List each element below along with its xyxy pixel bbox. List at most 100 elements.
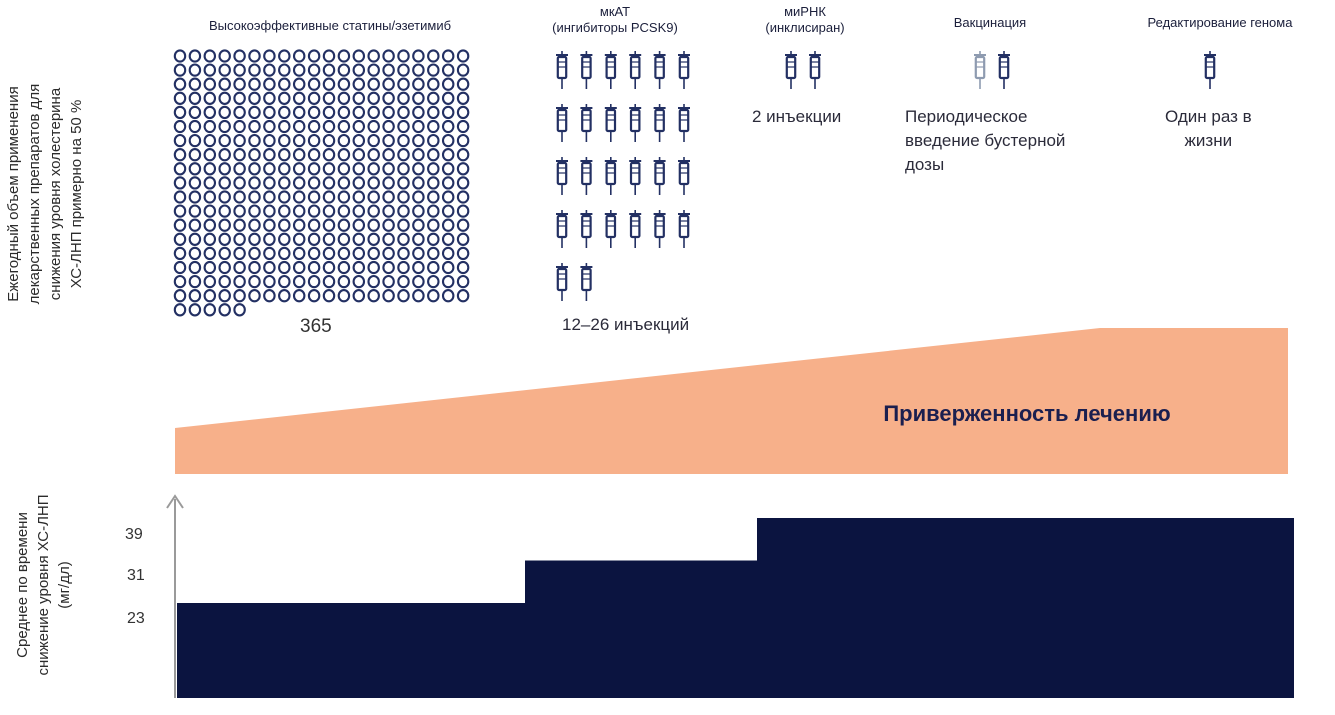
pill-icon bbox=[382, 162, 395, 176]
pill-icon bbox=[427, 49, 440, 63]
pill-icon bbox=[382, 232, 395, 246]
syringe-icon bbox=[628, 208, 643, 250]
pill-icon bbox=[367, 148, 380, 162]
column-title-vaccination: Вакцинация bbox=[953, 15, 1027, 30]
syringe-icon bbox=[676, 155, 692, 197]
step-bar-3 bbox=[757, 518, 1294, 698]
pill-icon bbox=[203, 303, 217, 317]
pill-icon bbox=[322, 105, 336, 120]
pill-icon bbox=[382, 105, 395, 120]
y-axis-arrowhead bbox=[166, 494, 184, 509]
pill-icon bbox=[203, 260, 217, 275]
pill-icon bbox=[337, 91, 351, 105]
pill-icon bbox=[337, 218, 351, 232]
pill-icon bbox=[427, 260, 440, 275]
syringe-icon bbox=[603, 155, 618, 197]
pill-icon bbox=[337, 77, 351, 91]
pill-icon bbox=[218, 176, 231, 190]
pill-icon bbox=[337, 133, 351, 148]
pill-icon bbox=[322, 289, 336, 303]
pill-icon bbox=[412, 274, 425, 289]
pill-icon bbox=[233, 91, 246, 105]
pill-icon bbox=[292, 162, 306, 176]
pill-icon bbox=[412, 148, 425, 162]
pill-icon bbox=[397, 274, 410, 289]
pill-icon bbox=[456, 105, 470, 120]
pill-icon bbox=[322, 63, 336, 77]
pill-icon bbox=[233, 105, 246, 120]
pill-icon bbox=[456, 133, 470, 148]
pill-icon bbox=[322, 49, 336, 63]
pill-icon bbox=[412, 162, 425, 176]
pill-icon bbox=[352, 105, 366, 120]
pill-icon bbox=[248, 246, 261, 261]
pill-icon bbox=[352, 218, 366, 232]
pill-icon bbox=[173, 190, 187, 204]
syringe-icon bbox=[628, 102, 643, 144]
pill-icon bbox=[263, 148, 276, 162]
pill-icon bbox=[382, 49, 395, 63]
pill-icon bbox=[352, 148, 366, 162]
pill-icon bbox=[412, 119, 425, 134]
pill-icon bbox=[427, 218, 440, 232]
syringe-icon bbox=[554, 261, 570, 303]
pill-icon bbox=[427, 190, 440, 204]
pill-icon bbox=[367, 162, 380, 176]
pill-icon bbox=[427, 176, 440, 190]
pill-icon bbox=[188, 289, 202, 303]
pill-icon bbox=[337, 148, 351, 162]
syringe-icon bbox=[603, 49, 618, 91]
mab-injections-note: 12–26 инъекций bbox=[562, 315, 690, 334]
syringe-icon bbox=[628, 49, 643, 91]
pill-icon bbox=[367, 91, 380, 105]
pill-icon bbox=[233, 303, 246, 317]
column-title-genome-editing: Редактирование генома bbox=[1147, 15, 1293, 30]
pill-icon bbox=[382, 218, 395, 232]
pill-icon bbox=[188, 246, 202, 261]
pill-icon bbox=[322, 274, 336, 289]
syringe-icon bbox=[996, 49, 1012, 91]
pill-icon bbox=[456, 119, 470, 134]
pill-icon bbox=[397, 63, 410, 77]
pill-icon bbox=[397, 289, 410, 303]
pill-icon bbox=[322, 190, 336, 204]
pill-icon bbox=[322, 260, 336, 275]
pill-icon bbox=[233, 232, 246, 246]
pill-icon bbox=[188, 119, 202, 134]
pill-icon bbox=[248, 119, 261, 134]
pill-icon bbox=[441, 246, 455, 261]
pill-icon bbox=[397, 162, 410, 176]
syringe-icon bbox=[652, 208, 667, 250]
pill-icon bbox=[248, 218, 261, 232]
pill-icon bbox=[218, 190, 231, 204]
pill-icon bbox=[382, 260, 395, 275]
pill-icon bbox=[427, 105, 440, 120]
column-title-statins: Высокоэффективные статины/эзетимиб bbox=[208, 18, 452, 33]
pill-icon bbox=[367, 204, 380, 218]
pill-icon bbox=[412, 246, 425, 261]
pill-icon bbox=[173, 49, 187, 63]
pill-icon bbox=[248, 176, 261, 190]
pill-icon bbox=[292, 105, 306, 120]
syringe-icon bbox=[554, 102, 570, 144]
pill-icon bbox=[441, 119, 455, 134]
pill-icon bbox=[337, 63, 351, 77]
pill-icon bbox=[322, 176, 336, 190]
pill-icon bbox=[218, 246, 231, 261]
pill-icon bbox=[456, 232, 470, 246]
pill-icon bbox=[263, 218, 276, 232]
pill-icon bbox=[203, 232, 217, 246]
pill-icon bbox=[233, 204, 246, 218]
pill-icon bbox=[456, 77, 470, 91]
pill-icon bbox=[322, 91, 336, 105]
pill-icon bbox=[337, 289, 351, 303]
pill-icon bbox=[322, 162, 336, 176]
pill-icon bbox=[188, 77, 202, 91]
pill-icon bbox=[456, 289, 470, 303]
pill-icon bbox=[382, 63, 395, 77]
pill-icon bbox=[218, 232, 231, 246]
pill-icon bbox=[278, 105, 291, 120]
pill-icon bbox=[278, 49, 291, 63]
pill-icon bbox=[248, 260, 261, 275]
pill-icon bbox=[203, 289, 217, 303]
